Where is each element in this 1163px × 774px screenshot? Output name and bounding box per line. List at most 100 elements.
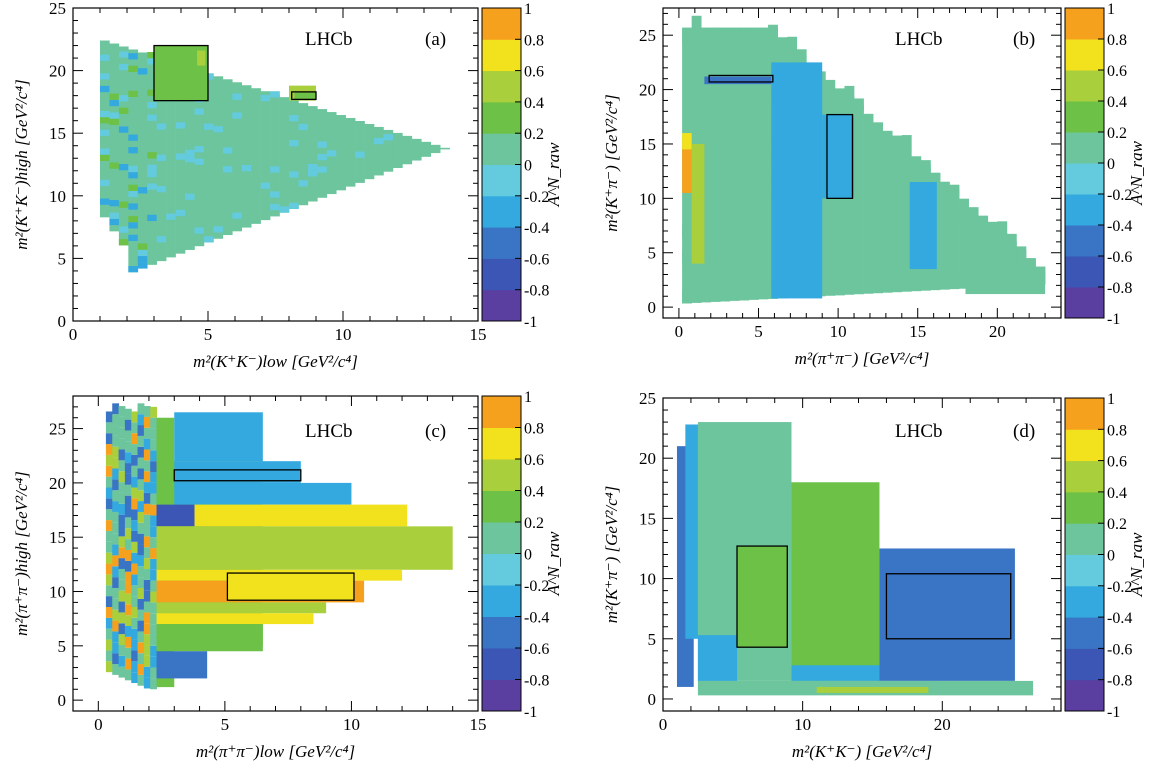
region-box: [826, 113, 854, 200]
heatmap-bin: [137, 587, 145, 599]
colorbar-band: [1065, 39, 1104, 71]
heatmap-bin: [112, 425, 120, 436]
heatmap-bin: [131, 487, 139, 499]
heatmap-bin: [147, 183, 157, 190]
y-tick-label: 0: [648, 690, 657, 709]
heatmap-bin: [137, 631, 145, 643]
heatmap-bin: [729, 78, 740, 93]
heatmap-bin: [729, 183, 740, 197]
heatmap-bin: [949, 184, 960, 198]
heatmap-bin: [147, 152, 157, 159]
heatmap-bin: [987, 221, 998, 235]
heatmap-bin: [118, 558, 126, 569]
heatmap-bin: [128, 65, 139, 72]
heatmap-bin: [729, 170, 740, 184]
heatmap-bin: [892, 213, 903, 227]
heatmap-column: [729, 27, 740, 301]
heatmap-bin: [105, 650, 113, 662]
heatmap-bin: [892, 135, 903, 149]
heatmap-bin: [112, 598, 120, 610]
y-tick-label: 15: [49, 124, 66, 143]
heatmap-bin: [105, 530, 113, 542]
heatmap-bin: [131, 454, 139, 466]
heatmap-bin: [307, 163, 318, 171]
heatmap-bin: [109, 218, 120, 226]
heatmap-bin: [105, 444, 113, 455]
heatmap-bin: [118, 579, 126, 591]
heatmap-bin: [131, 465, 139, 477]
colorbar-band: [1065, 617, 1104, 649]
x-tick-label: 10: [343, 715, 360, 734]
heatmap-column: [100, 40, 110, 218]
heatmap-bin: [175, 122, 186, 129]
heatmap-bin: [930, 172, 941, 186]
panel-tag: (c): [425, 421, 446, 442]
x-tick-label: 15: [470, 715, 487, 734]
heatmap-bin: [758, 142, 769, 156]
x-axis-label: m²(π⁺π⁻)low [GeV²/c⁴]: [196, 742, 355, 761]
colorbar-band: [482, 459, 521, 491]
heatmap-bin: [197, 50, 206, 66]
heatmap-bin: [143, 514, 151, 526]
heatmap-bin: [260, 182, 271, 189]
heatmap-bin: [873, 136, 884, 150]
heatmap-bin: [112, 620, 120, 632]
heatmap-bin: [150, 482, 158, 494]
heatmap-bin: [118, 406, 126, 417]
heatmap-bin: [128, 53, 139, 60]
heatmap-region: [156, 624, 263, 646]
heatmap-bin: [143, 525, 151, 537]
heatmap-bin: [682, 29, 692, 43]
heatmap-column: [421, 141, 432, 157]
colorbar-band: [1065, 585, 1104, 618]
heatmap-bin: [137, 501, 145, 512]
heatmap-bin: [137, 256, 148, 263]
colorbar-tick-label: -0.6: [524, 641, 549, 658]
y-tick-label: 10: [639, 189, 656, 208]
colorbar-tick-label: -1: [524, 314, 537, 331]
heatmap-bin: [137, 653, 145, 665]
heatmap-bin: [124, 495, 132, 507]
heatmap-bin: [901, 135, 912, 149]
colorbar-tick-label: -1: [1107, 311, 1120, 328]
heatmap-bin: [691, 276, 702, 290]
heatmap-cells: [100, 40, 450, 273]
y-tick-label: 20: [639, 449, 656, 468]
heatmap-bin: [143, 666, 151, 678]
heatmap-bin: [147, 102, 157, 109]
heatmap-region: [174, 482, 352, 505]
heatmap-bin: [109, 200, 120, 207]
heatmap-bin: [128, 147, 139, 154]
heatmap-bin: [112, 479, 120, 491]
heatmap-region: [156, 526, 453, 570]
heatmap-column: [940, 181, 950, 290]
heatmap-bin: [185, 149, 195, 157]
y-tick-label: 20: [49, 474, 66, 493]
colorbar-tick-label: 0.4: [524, 95, 544, 112]
heatmap-bin: [232, 112, 243, 119]
heatmap-bin: [317, 166, 328, 173]
heatmap-bin: [175, 153, 186, 160]
colorbar-tick-label: -0.6: [524, 251, 549, 268]
colorbar-tick-label: 0.6: [1107, 454, 1127, 471]
heatmap-bin: [131, 596, 139, 607]
heatmap-bin: [131, 552, 139, 564]
heatmap-bin: [873, 201, 884, 215]
heatmap-bin: [118, 503, 126, 515]
heatmap-bin: [137, 490, 145, 502]
heatmap-column: [336, 115, 346, 191]
heatmap-bin: [112, 609, 120, 621]
heatmap-bin: [112, 446, 120, 458]
heatmap-bin: [143, 416, 151, 428]
heatmap-bin: [118, 645, 126, 656]
heatmap-bin: [131, 672, 139, 684]
heatmap-bin: [294, 91, 316, 100]
colorbar: 1 0.8 0.6 0.4 0.2 0 -0.2 -0.4 -0.6 -0.8 -1 A^N_raw: [481, 1, 563, 331]
heatmap-column: [978, 215, 989, 288]
region-box: [153, 44, 209, 102]
colorbar-tick-label: 0.8: [1107, 32, 1127, 49]
heatmap-bin: [131, 509, 139, 521]
heatmap-region: [879, 548, 1015, 681]
